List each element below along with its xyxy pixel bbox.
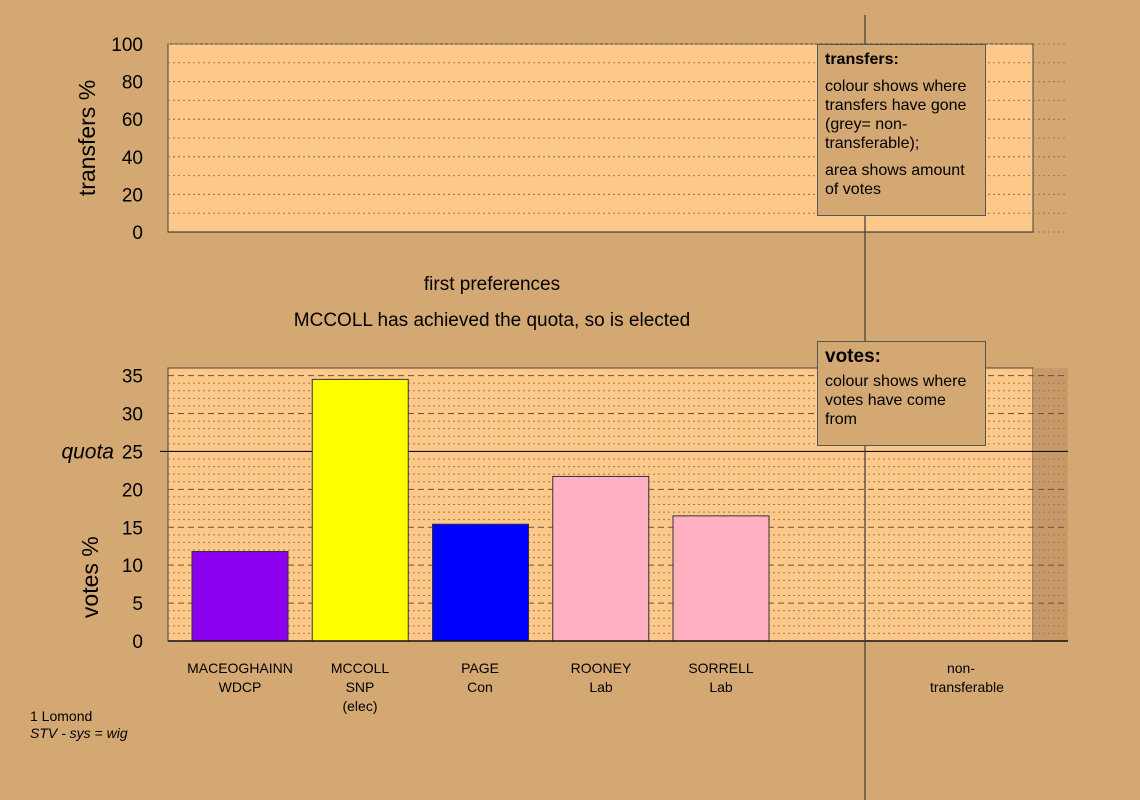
category-label-0: MACEOGHAINN WDCP: [170, 659, 310, 697]
transfers-axis-label: transfers %: [74, 80, 100, 196]
footer-system: STV - sys = wig: [30, 725, 128, 741]
transfers-legend-line2: area shows amount of votes: [825, 162, 965, 198]
transfers-legend-title: transfers:: [825, 51, 899, 68]
vote-bar-1: [311, 378, 409, 642]
candidate-party-3: Lab: [589, 679, 613, 695]
footer: 1 Lomond STV - sys = wig: [30, 708, 128, 742]
candidate-name-4: SORRELL: [688, 660, 754, 676]
votes-legend: votes: colour shows where votes have com…: [817, 341, 986, 446]
vote-bar-4: [672, 515, 770, 642]
transfers-tick-label: 60: [122, 110, 143, 131]
status-title: MCCOLL has achieved the quota, so is ele…: [293, 310, 691, 331]
vote-bar-0: [191, 551, 289, 642]
votes-tick-label: 0: [132, 632, 143, 653]
candidate-name-1: MCCOLL: [330, 660, 390, 676]
votes-tick-label: 25: [122, 442, 143, 463]
transfers-tick-label: 0: [132, 223, 143, 244]
candidate-party-4: Lab: [709, 679, 733, 695]
votes-tick-label: 10: [122, 556, 143, 577]
votes-legend-line1: colour shows where votes have come from: [825, 373, 967, 428]
non-transferable-label: non-transferable: [930, 660, 1004, 695]
candidate-note-1: (elec): [342, 698, 378, 714]
quota-label: quota: [61, 440, 114, 463]
vote-bar-3: [552, 475, 650, 642]
votes-axis-label: votes %: [77, 536, 103, 618]
transfers-tick-label: 20: [122, 185, 143, 206]
category-label-4: SORRELL Lab: [651, 659, 791, 697]
candidate-party-0: WDCP: [218, 679, 262, 695]
candidate-party-1: SNP: [345, 679, 375, 695]
transfers-tick-label: 80: [122, 73, 143, 94]
stage-title: first preferences: [423, 274, 561, 295]
category-label-2: PAGE Con: [410, 659, 550, 697]
votes-tick-label: 30: [122, 405, 143, 426]
transfers-legend-line1: colour shows where transfers have gone (…: [825, 78, 967, 152]
transfers-tick-label: 100: [111, 35, 143, 56]
votes-tick-label: 5: [132, 594, 143, 615]
candidate-name-2: PAGE: [461, 660, 499, 676]
votes-tick-label: 20: [122, 480, 143, 501]
votes-tick-label: 35: [122, 367, 143, 388]
candidate-party-2: Con: [467, 679, 493, 695]
footer-area: 1 Lomond: [30, 708, 93, 724]
candidate-name-3: ROONEY: [570, 660, 632, 676]
transfers-legend: transfers: colour shows where transfers …: [817, 44, 986, 216]
vote-bar-2: [432, 523, 529, 642]
transfers-tick-label: 40: [122, 148, 143, 169]
votes-legend-title: votes:: [825, 346, 881, 367]
category-label-3: ROONEY Lab: [531, 659, 671, 697]
candidate-name-0: MACEOGHAINN: [187, 660, 293, 676]
category-label-1: MCCOLL SNP (elec): [290, 659, 430, 716]
votes-tick-label: 15: [122, 518, 143, 539]
